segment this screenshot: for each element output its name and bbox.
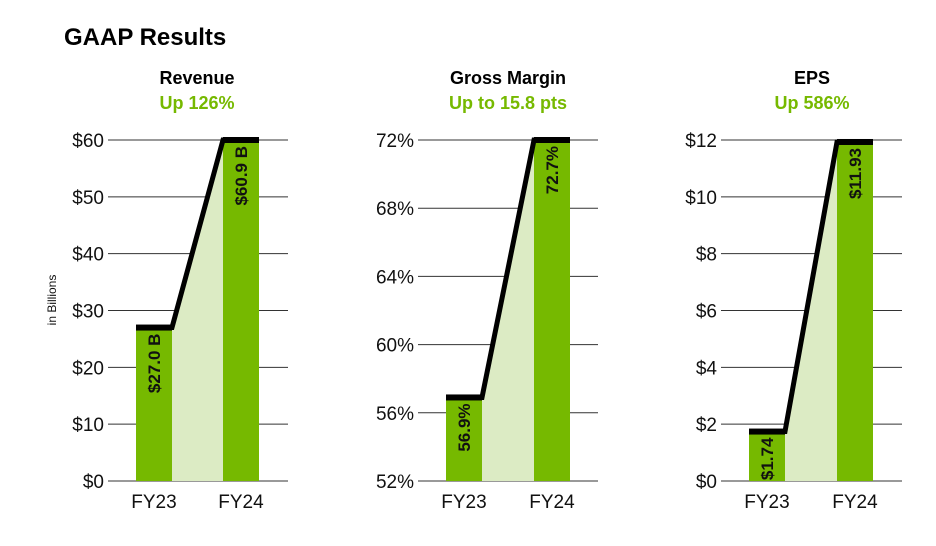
- bar: [534, 140, 570, 481]
- x-category-label: FY24: [832, 492, 878, 513]
- y-tick-label: $2: [696, 415, 717, 436]
- x-category-label: FY24: [218, 492, 264, 513]
- y-tick-label: $6: [696, 302, 717, 323]
- y-tick-label: 68%: [376, 199, 414, 220]
- bar: [136, 327, 172, 481]
- trend-line: [749, 139, 873, 435]
- data-label: $11.93: [846, 148, 865, 199]
- y-tick-label: $0: [696, 472, 717, 493]
- bar: [837, 141, 873, 481]
- bar: [446, 397, 482, 481]
- x-category-label: FY23: [441, 492, 486, 513]
- y-tick-label: 60%: [376, 336, 414, 357]
- y-tick-label: 72%: [376, 131, 414, 152]
- x-category-label: FY23: [744, 492, 789, 513]
- y-tick-label: $50: [72, 188, 104, 209]
- y-tick-label: $12: [685, 131, 717, 152]
- y-tick-label: 56%: [376, 404, 414, 425]
- y-tick-label: $60: [72, 131, 104, 152]
- chart-subtitle: Up to 15.8 pts: [449, 93, 567, 113]
- page-title: GAAP Results: [64, 24, 227, 51]
- y-tick-label: $0: [83, 472, 104, 493]
- y-tick-label: 64%: [376, 267, 414, 288]
- chart-title: Gross Margin: [450, 68, 566, 88]
- chart-panel-eps: EPS Up 586% $0 $2 $4 $6 $8 $10 $12 $1.74 FY23 $11.9…: [685, 68, 902, 513]
- bar: [749, 431, 785, 481]
- bar: [223, 140, 259, 481]
- y-tick-label: $30: [72, 302, 104, 323]
- trend-area: [482, 140, 534, 481]
- trend-line: [136, 137, 259, 331]
- x-category-label: FY24: [529, 492, 575, 513]
- y-tick-label: 52%: [376, 472, 414, 493]
- chart-panel-gross-margin: Gross Margin Up to 15.8 pts 52% 56% 60% 64% 68…: [376, 68, 598, 513]
- data-label: 56.9%: [455, 403, 474, 451]
- y-tick-label: $4: [696, 358, 718, 379]
- data-label: $1.74: [758, 437, 777, 480]
- chart-subtitle: Up 126%: [159, 93, 234, 113]
- chart-subtitle: Up 586%: [774, 93, 849, 113]
- x-category-label: FY23: [131, 492, 176, 513]
- trend-line: [446, 137, 570, 400]
- data-label: $60.9 B: [232, 146, 251, 206]
- y-tick-label: $10: [72, 415, 104, 436]
- data-label: 72.7%: [543, 146, 562, 194]
- chart-title: Revenue: [159, 68, 234, 88]
- y-tick-label: $10: [685, 188, 717, 209]
- chart-panel-revenue: Revenue Up 126% $0 $10 $20 $30 $40 $50 $60 in Bil…: [45, 68, 288, 513]
- chart-title: EPS: [794, 68, 830, 88]
- y-tick-label: $20: [72, 358, 104, 379]
- data-label: $27.0 B: [145, 334, 164, 394]
- trend-area: [172, 140, 223, 481]
- y-axis-label: in Billions: [45, 275, 59, 326]
- y-tick-label: $8: [696, 245, 717, 266]
- y-tick-label: $40: [72, 245, 104, 266]
